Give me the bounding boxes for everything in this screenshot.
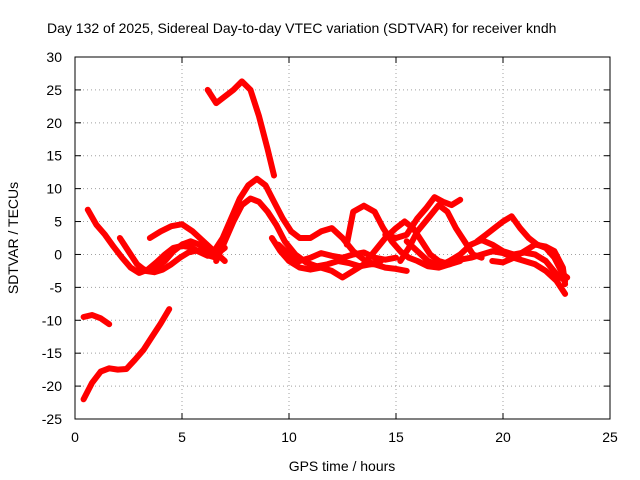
y-tick-label: -15 — [42, 345, 62, 361]
series-arc09 — [213, 195, 384, 270]
data-series — [80, 78, 571, 403]
y-axis-label: SDTVAR / TECUs — [5, 182, 21, 294]
x-tick-labels: 0 5 10 15 20 25 — [71, 429, 618, 445]
y-tick-labels: -25 -20 -15 -10 -5 0 5 10 15 20 25 30 — [42, 49, 62, 427]
series-arc05 — [136, 238, 228, 274]
y-tick-label: 5 — [54, 214, 62, 230]
y-tick-label: 30 — [46, 49, 62, 65]
x-tick-label: 0 — [71, 429, 79, 445]
series-arc10 — [268, 235, 410, 281]
x-tick-label: 10 — [281, 429, 297, 445]
series-arc01 — [80, 312, 113, 328]
x-axis-label: GPS time / hours — [289, 458, 396, 474]
y-tick-label: 10 — [46, 181, 62, 197]
y-tick-label: -20 — [42, 378, 62, 394]
y-tick-label: 15 — [46, 148, 62, 164]
y-tick-label: 0 — [54, 246, 62, 262]
y-tick-label: 25 — [46, 82, 62, 98]
series-arc17 — [425, 248, 569, 297]
x-tick-label: 15 — [388, 429, 404, 445]
y-tick-label: 20 — [46, 115, 62, 131]
series-arc04 — [116, 235, 218, 276]
series-arc15 — [397, 202, 485, 264]
series-arc02 — [80, 306, 173, 403]
chart-title: Day 132 of 2025, Sidereal Day-to-day VTE… — [47, 20, 556, 36]
series-arc11 — [275, 241, 399, 264]
series-arc07 — [204, 78, 277, 179]
series-arc08 — [211, 175, 378, 268]
plot-frame — [74, 56, 611, 420]
y-tick-label: -25 — [42, 411, 62, 427]
series-arc19 — [489, 241, 569, 288]
x-tick-label: 5 — [178, 429, 186, 445]
axis-ticks — [74, 56, 611, 420]
y-tick-label: -10 — [42, 312, 62, 328]
x-tick-label: 20 — [495, 429, 511, 445]
y-tick-label: -5 — [50, 279, 63, 295]
x-tick-label: 25 — [602, 429, 618, 445]
series-arc14 — [382, 194, 464, 241]
